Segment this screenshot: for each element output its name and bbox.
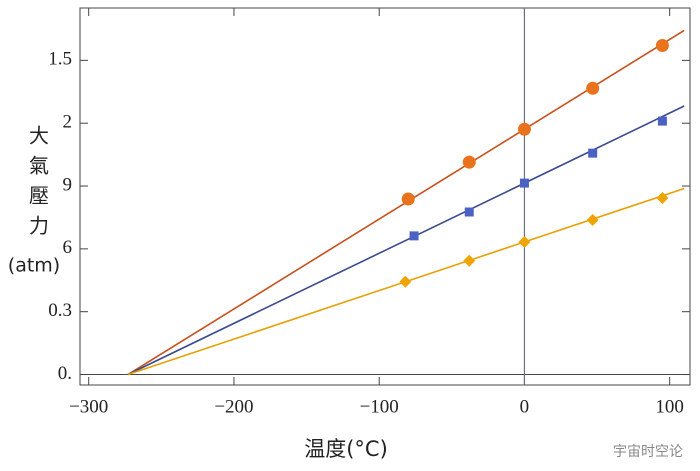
x-tick-label: 0: [520, 396, 530, 417]
x-tick-label: −300: [69, 396, 108, 417]
x-tick-label: 100: [655, 396, 684, 417]
marker: [464, 207, 474, 217]
marker: [656, 191, 669, 204]
y-axis-label: 大氣壓力: [26, 125, 50, 245]
marker: [655, 38, 669, 52]
marker: [409, 231, 419, 241]
marker: [463, 254, 476, 267]
y-axis-label-unit: (atm): [8, 255, 60, 277]
y-tick-label: 0.: [58, 363, 72, 384]
watermark: 宇宙时空论: [613, 444, 683, 460]
fit-line: [127, 105, 685, 376]
marker: [588, 148, 598, 158]
marker: [517, 122, 531, 136]
marker: [657, 116, 667, 126]
plot-frame: [79, 7, 691, 386]
marker: [586, 81, 600, 95]
marker: [518, 235, 531, 248]
marker: [462, 155, 476, 169]
marker: [586, 213, 599, 226]
x-tick-label: −100: [360, 396, 399, 417]
y-tick-label: 2: [63, 112, 73, 133]
x-tick-label: −200: [214, 396, 253, 417]
y-tick-label: 6: [63, 237, 73, 258]
marker: [399, 275, 412, 288]
marker: [519, 178, 529, 188]
x-axis-label: 温度(°C): [304, 437, 388, 461]
y-tick-label: 1.5: [48, 49, 72, 70]
y-tick-label: 0.3: [48, 300, 72, 321]
marker: [401, 192, 415, 206]
y-tick-label: 9: [63, 174, 73, 195]
